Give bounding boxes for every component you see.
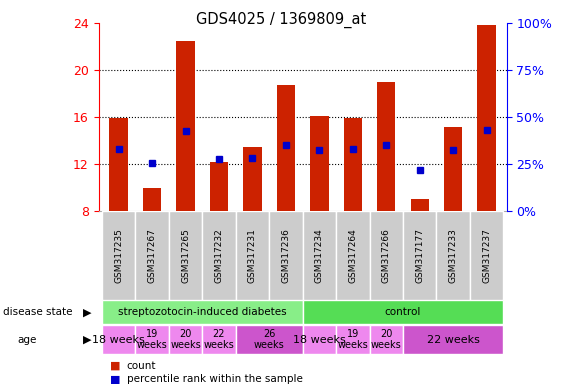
FancyBboxPatch shape <box>236 211 269 300</box>
Text: 20
weeks: 20 weeks <box>371 329 401 351</box>
Bar <box>477 25 496 211</box>
FancyBboxPatch shape <box>336 211 369 300</box>
FancyBboxPatch shape <box>269 211 303 300</box>
Text: 26
weeks: 26 weeks <box>254 329 284 351</box>
Bar <box>377 82 395 211</box>
Bar <box>276 85 295 211</box>
FancyBboxPatch shape <box>336 325 369 354</box>
Text: 22 weeks: 22 weeks <box>427 334 480 345</box>
Text: ▶: ▶ <box>83 334 92 345</box>
FancyBboxPatch shape <box>102 325 135 354</box>
Bar <box>444 127 462 211</box>
Text: GSM317233: GSM317233 <box>449 228 458 283</box>
Text: control: control <box>385 307 421 318</box>
Text: 18 weeks: 18 weeks <box>92 334 145 345</box>
FancyBboxPatch shape <box>369 211 403 300</box>
Text: GSM317232: GSM317232 <box>215 228 224 283</box>
Text: ■: ■ <box>110 361 120 371</box>
Bar <box>243 147 262 211</box>
Text: streptozotocin-induced diabetes: streptozotocin-induced diabetes <box>118 307 287 318</box>
Text: ▶: ▶ <box>83 307 92 318</box>
Text: percentile rank within the sample: percentile rank within the sample <box>127 374 302 384</box>
Text: 19
weeks: 19 weeks <box>337 329 368 351</box>
Text: GSM317267: GSM317267 <box>148 228 157 283</box>
Text: GSM317236: GSM317236 <box>282 228 291 283</box>
FancyBboxPatch shape <box>470 211 503 300</box>
Text: GSM317266: GSM317266 <box>382 228 391 283</box>
FancyBboxPatch shape <box>202 211 236 300</box>
FancyBboxPatch shape <box>102 300 303 324</box>
Text: GSM317265: GSM317265 <box>181 228 190 283</box>
Text: age: age <box>17 334 36 345</box>
FancyBboxPatch shape <box>303 211 336 300</box>
FancyBboxPatch shape <box>303 300 503 324</box>
FancyBboxPatch shape <box>403 211 436 300</box>
FancyBboxPatch shape <box>135 211 169 300</box>
Text: ■: ■ <box>110 374 120 384</box>
FancyBboxPatch shape <box>169 325 202 354</box>
Text: GSM317231: GSM317231 <box>248 228 257 283</box>
Bar <box>109 118 128 211</box>
Text: GSM317234: GSM317234 <box>315 228 324 283</box>
Bar <box>410 199 429 211</box>
Text: disease state: disease state <box>3 307 72 318</box>
Text: GSM317235: GSM317235 <box>114 228 123 283</box>
Text: 18 weeks: 18 weeks <box>293 334 346 345</box>
Bar <box>143 188 161 211</box>
FancyBboxPatch shape <box>102 211 135 300</box>
FancyBboxPatch shape <box>236 325 303 354</box>
FancyBboxPatch shape <box>135 325 169 354</box>
FancyBboxPatch shape <box>202 325 236 354</box>
Text: GSM317177: GSM317177 <box>415 228 424 283</box>
FancyBboxPatch shape <box>369 325 403 354</box>
FancyBboxPatch shape <box>169 211 202 300</box>
Text: GDS4025 / 1369809_at: GDS4025 / 1369809_at <box>196 12 367 28</box>
Bar <box>310 116 329 211</box>
FancyBboxPatch shape <box>436 211 470 300</box>
Text: 19
weeks: 19 weeks <box>137 329 167 351</box>
Text: GSM317264: GSM317264 <box>348 228 358 283</box>
Bar <box>343 118 362 211</box>
Bar <box>210 162 228 211</box>
FancyBboxPatch shape <box>303 325 336 354</box>
Text: GSM317237: GSM317237 <box>482 228 491 283</box>
FancyBboxPatch shape <box>403 325 503 354</box>
Text: 20
weeks: 20 weeks <box>170 329 201 351</box>
Bar <box>176 41 195 211</box>
Text: count: count <box>127 361 156 371</box>
Text: 22
weeks: 22 weeks <box>204 329 234 351</box>
